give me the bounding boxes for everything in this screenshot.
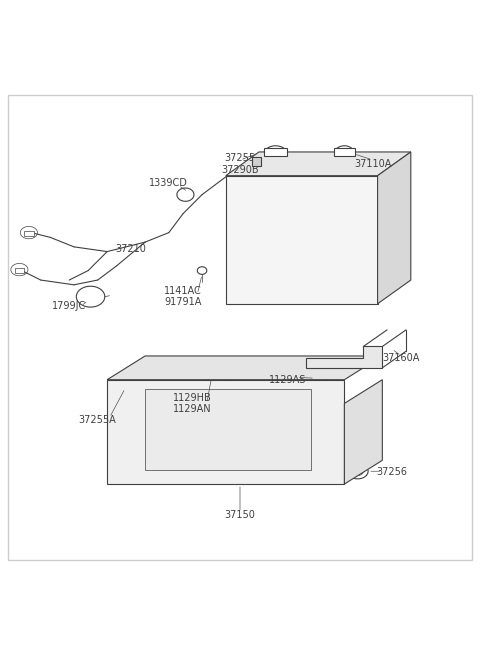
Polygon shape xyxy=(252,157,261,166)
Text: 1799JC: 1799JC xyxy=(52,301,86,311)
Text: 37256: 37256 xyxy=(376,467,408,477)
Text: 37210: 37210 xyxy=(116,244,146,254)
Bar xyxy=(107,380,344,484)
Polygon shape xyxy=(334,148,355,156)
Polygon shape xyxy=(264,148,288,156)
Polygon shape xyxy=(107,356,383,380)
Text: 1141AC
91791A: 1141AC 91791A xyxy=(164,286,202,307)
Text: 1339CD: 1339CD xyxy=(149,178,188,188)
Text: 37255
37290B: 37255 37290B xyxy=(221,153,259,175)
Text: 37150: 37150 xyxy=(225,510,255,520)
Bar xyxy=(14,268,24,273)
Polygon shape xyxy=(344,380,383,484)
Text: 37160A: 37160A xyxy=(383,353,420,364)
Bar xyxy=(226,176,378,304)
Text: 37110A: 37110A xyxy=(354,159,392,169)
Polygon shape xyxy=(306,346,383,368)
Bar xyxy=(24,231,34,236)
Polygon shape xyxy=(378,152,411,304)
Text: 1129HB
1129AN: 1129HB 1129AN xyxy=(173,392,212,414)
Polygon shape xyxy=(226,152,411,176)
Text: 37255A: 37255A xyxy=(79,415,117,425)
Text: 1129AS: 1129AS xyxy=(269,375,306,384)
Bar xyxy=(145,389,311,470)
